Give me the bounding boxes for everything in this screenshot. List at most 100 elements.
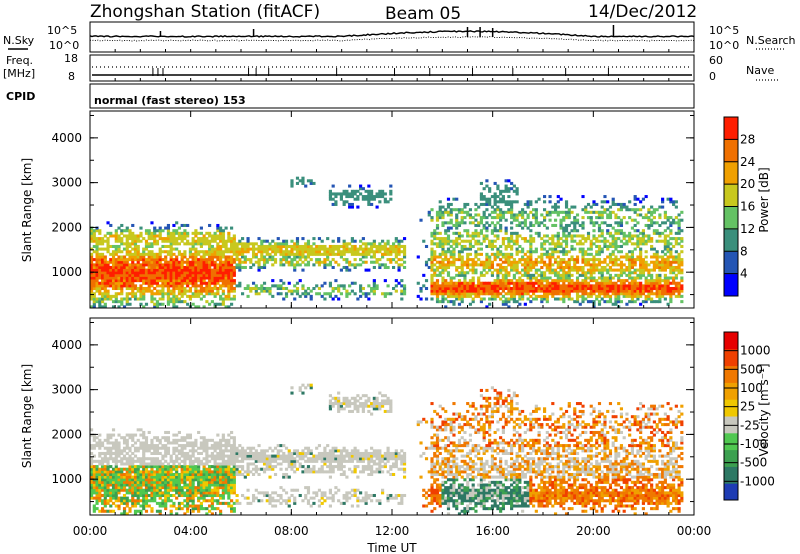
heat-cell <box>153 305 157 309</box>
heat-cell <box>114 457 118 461</box>
heat-cell <box>592 242 596 246</box>
heat-cell <box>523 271 527 275</box>
freq-unit: [MHz] <box>3 67 35 80</box>
heat-cell <box>367 202 371 206</box>
heat-cell <box>342 284 346 288</box>
heat-cell <box>435 279 440 283</box>
heat-cell <box>359 289 363 293</box>
heat-cell <box>559 289 563 293</box>
heat-cell <box>315 252 319 256</box>
heat-cell <box>188 276 192 280</box>
heat-cell <box>639 302 643 306</box>
heat-cell <box>161 486 165 490</box>
heat-cell <box>674 237 678 241</box>
heat-cell <box>106 457 110 461</box>
heat-cell <box>98 493 102 498</box>
heat-cell <box>534 289 538 293</box>
heat-cell <box>534 210 538 214</box>
heat-cell <box>356 205 360 209</box>
heat-cell <box>208 271 212 275</box>
heat-cell <box>100 255 105 259</box>
heat-cell <box>674 260 678 264</box>
heat-cell <box>158 229 162 233</box>
heat-cell <box>191 496 195 500</box>
heat-cell <box>515 292 519 296</box>
heat-cell <box>235 263 239 267</box>
heat-cell <box>180 273 184 277</box>
heat-cell <box>125 281 129 285</box>
heat-cell <box>466 281 470 285</box>
heat-cell <box>312 250 316 254</box>
heat-cell <box>564 276 569 280</box>
heat-cell <box>210 252 214 256</box>
heat-cell <box>153 281 157 285</box>
heat-cell <box>188 462 192 466</box>
velocity-heatmap <box>90 383 684 516</box>
heat-cell <box>444 255 448 259</box>
heat-cell <box>216 279 220 283</box>
heat-cell <box>606 208 610 212</box>
heat-cell <box>227 279 231 283</box>
heat-cell <box>153 488 157 492</box>
heat-cell <box>521 297 525 301</box>
heat-cell <box>674 255 678 259</box>
heat-cell <box>326 250 330 254</box>
heat-cell <box>191 480 195 484</box>
heat-cell <box>578 273 582 277</box>
heat-cell <box>186 470 190 474</box>
heat-cell <box>386 284 390 288</box>
heat-cell <box>359 244 363 248</box>
heat-cell <box>446 258 451 262</box>
heat-cell <box>559 297 563 301</box>
heat-cell <box>529 202 533 206</box>
heat-cell <box>133 433 138 437</box>
heat-cell <box>386 265 390 269</box>
heat-cell <box>485 252 489 256</box>
heat-cell <box>493 281 497 285</box>
heat-cell <box>98 441 102 445</box>
heat-cell <box>90 305 94 309</box>
heat-cell <box>545 265 549 269</box>
heat-cell <box>446 289 451 293</box>
heat-cell <box>122 279 127 283</box>
heat-cell <box>268 242 272 246</box>
heat-cell <box>672 202 676 206</box>
heat-cell <box>100 281 105 285</box>
heat-cell <box>490 247 494 251</box>
heat-cell <box>372 197 376 201</box>
heat-cell <box>92 305 96 309</box>
heat-cell <box>180 472 184 476</box>
heat-cell <box>194 504 198 508</box>
heat-cell <box>265 258 269 262</box>
heat-cell <box>306 252 311 256</box>
heat-cell <box>230 255 234 259</box>
heat-cell <box>367 195 371 199</box>
heat-cell <box>103 284 107 288</box>
heat-cell <box>540 252 544 256</box>
heat-cell <box>142 475 146 479</box>
heat-cell <box>128 255 132 259</box>
heat-cell <box>468 263 473 267</box>
heat-cell <box>537 221 541 225</box>
heat-cell <box>128 281 132 285</box>
heat-cell <box>534 279 538 283</box>
heat-cell <box>559 292 563 296</box>
heat-cell <box>142 273 146 277</box>
heat-cell <box>175 263 179 267</box>
heat-cell <box>128 436 132 440</box>
heat-cell <box>194 284 198 288</box>
heat-cell <box>617 229 621 233</box>
heat-cell <box>221 255 225 259</box>
heat-cell <box>98 265 102 269</box>
heat-cell <box>133 239 138 243</box>
heat-cell <box>180 234 184 238</box>
heat-cell <box>205 242 209 246</box>
heat-cell <box>515 281 519 285</box>
heat-cell <box>482 268 486 272</box>
heat-cell <box>611 244 615 248</box>
heat-cell <box>650 284 654 288</box>
heat-cell <box>474 286 478 291</box>
heat-cell <box>334 252 338 256</box>
heat-cell <box>100 451 105 455</box>
heat-cell <box>647 271 651 275</box>
